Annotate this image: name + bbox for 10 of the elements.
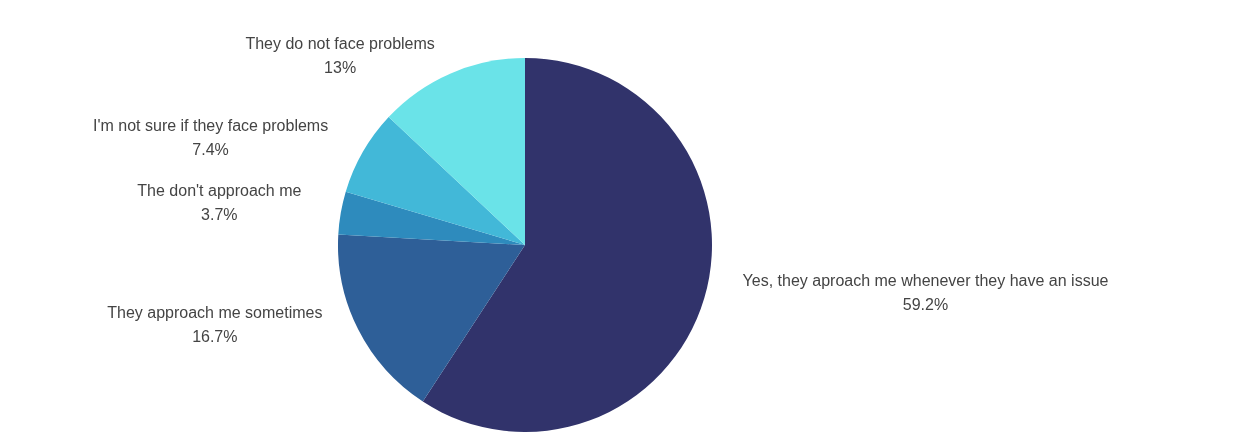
- slice-label: They approach me sometimes: [107, 304, 323, 322]
- data-label: 3.7%: [201, 205, 238, 223]
- data-label: 7.4%: [192, 141, 229, 159]
- data-label: 59.2%: [902, 295, 949, 313]
- data-label: 13%: [324, 58, 357, 76]
- slice-label: Yes, they aproach me whenever they have an issue: [742, 271, 1109, 289]
- slice-label: They do not face problems: [245, 34, 435, 52]
- slice-label: I'm not sure if they face problems: [93, 117, 329, 135]
- data-label: 16.7%: [192, 328, 238, 346]
- slice-label: The don't approach me: [137, 181, 302, 199]
